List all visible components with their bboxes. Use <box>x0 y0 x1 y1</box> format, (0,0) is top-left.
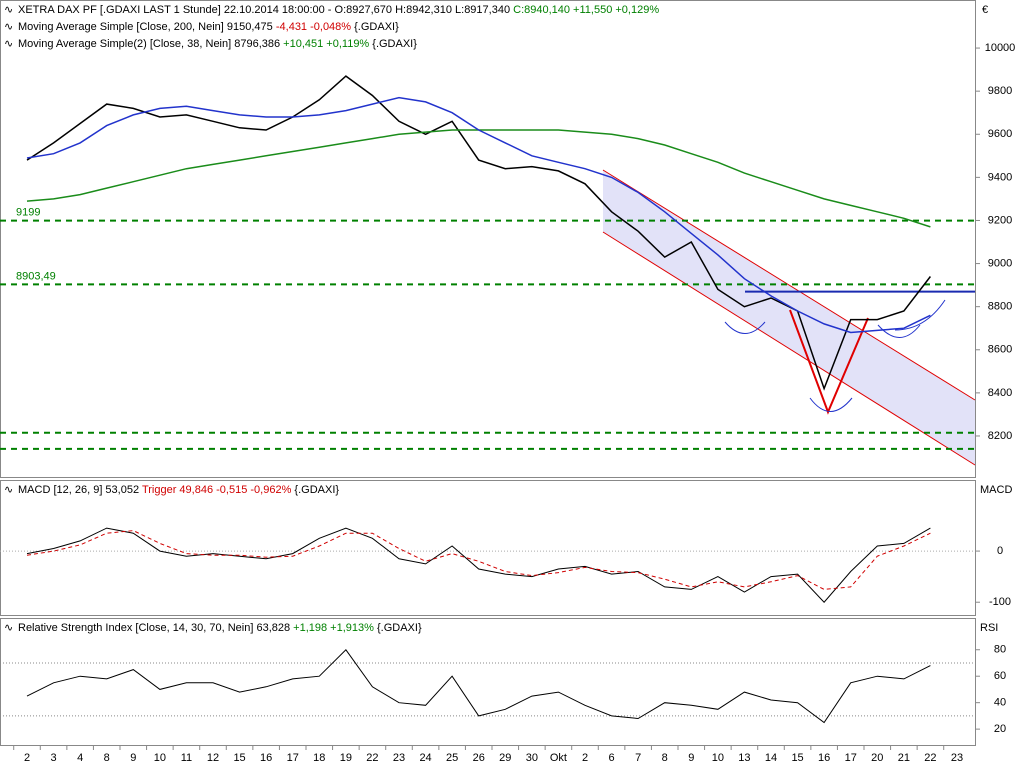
series-line <box>26 75 931 391</box>
y-tick-label: 9200 <box>988 214 1012 226</box>
x-tick-label: 24 <box>419 752 431 764</box>
indicator-icon: ∿ <box>4 38 13 50</box>
header-segment: {.GDAXI} <box>291 484 339 496</box>
y-tick-label: 80 <box>994 644 1006 656</box>
x-tick-label: 22 <box>366 752 378 764</box>
y-tick-label: 8800 <box>988 301 1012 313</box>
header-segment: {.GDAXI} <box>351 21 399 33</box>
header-segment: {.GDAXI} <box>369 38 417 50</box>
x-tick-label: 25 <box>446 752 458 764</box>
x-tick-label: 15 <box>791 752 803 764</box>
header-segment: -4,431 -0,048% <box>276 21 351 33</box>
x-tick-label: 16 <box>260 752 272 764</box>
x-tick-label: 26 <box>473 752 485 764</box>
x-tick-label: 2 <box>582 752 588 764</box>
header-line: XETRA DAX PF [.GDAXI LAST 1 Stunde] 22.1… <box>18 4 659 16</box>
x-tick-label: 10 <box>154 752 166 764</box>
x-tick-label: 23 <box>951 752 963 764</box>
header-segment: C:8940,140 +11,550 +0,129% <box>513 4 659 16</box>
panel-header: MACD [12, 26, 9] 53,052 Trigger 49,846 -… <box>18 484 339 496</box>
x-tick-label: 23 <box>393 752 405 764</box>
x-tick-label: 10 <box>712 752 724 764</box>
x-tick-label: 17 <box>287 752 299 764</box>
header-segment: MACD [12, 26, 9] 53,052 <box>18 484 142 496</box>
header-segment: Relative Strength Index [Close, 14, 30, … <box>18 622 293 634</box>
y-tick-label: 8600 <box>988 344 1012 356</box>
y-tick-label: 60 <box>994 670 1006 682</box>
y-tick-label: 0 <box>997 545 1003 557</box>
y-tick-label: 8200 <box>988 430 1012 442</box>
indicator-icon: ∿ <box>4 622 13 634</box>
pattern-lines <box>724 299 946 415</box>
header-segment: +10,451 +0,119% <box>283 38 369 50</box>
x-tick-label: 16 <box>818 752 830 764</box>
x-tick-label: 13 <box>738 752 750 764</box>
indicator-icon: ∿ <box>4 21 13 33</box>
x-tick-label: 9 <box>130 752 136 764</box>
channel <box>602 169 976 466</box>
header-segment: Moving Average Simple [Close, 200, Nein]… <box>18 21 276 33</box>
x-tick-label: 29 <box>499 752 511 764</box>
series-line <box>26 649 931 724</box>
header-line: Moving Average Simple [Close, 200, Nein]… <box>18 21 399 33</box>
frames <box>0 0 976 746</box>
y-tick-label: -100 <box>989 596 1011 608</box>
x-tick-label: 2 <box>24 752 30 764</box>
x-tick-label: 14 <box>765 752 777 764</box>
level-label: 9199 <box>16 207 40 219</box>
x-tick-label: 8 <box>104 752 110 764</box>
y-tick-label: 9800 <box>988 85 1012 97</box>
x-tick-label: 18 <box>313 752 325 764</box>
y-tick-label: 8400 <box>988 387 1012 399</box>
x-tick-label: 30 <box>526 752 538 764</box>
series-line <box>26 96 931 334</box>
x-tick-label: 9 <box>688 752 694 764</box>
header-segment: +1,198 +1,913% <box>293 622 374 634</box>
x-tick-label: 22 <box>924 752 936 764</box>
header-line: Moving Average Simple(2) [Close, 38, Nei… <box>18 38 417 50</box>
currency: € <box>982 4 988 16</box>
y-tick-label: 10000 <box>985 42 1016 54</box>
y-tick-label: 40 <box>994 697 1006 709</box>
x-tick-label: 17 <box>845 752 857 764</box>
x-tick-label: 15 <box>233 752 245 764</box>
x-tick-label: 20 <box>871 752 883 764</box>
level-label: 8903,49 <box>16 270 56 282</box>
y-tick-label: 9600 <box>988 128 1012 140</box>
x-tick-label: 21 <box>898 752 910 764</box>
y-tick-label: 20 <box>994 723 1006 735</box>
indicator-icon: ∿ <box>4 4 13 16</box>
x-tick-label: 4 <box>77 752 83 764</box>
rsi-axis-title: RSI <box>980 622 998 634</box>
indicator-icon: ∿ <box>4 484 13 496</box>
x-tick-label: 7 <box>635 752 641 764</box>
y-tick-label: 9400 <box>988 171 1012 183</box>
x-tick-label: 6 <box>609 752 615 764</box>
x-tick-label: 11 <box>181 752 192 764</box>
x-tick-label: Okt <box>550 752 567 764</box>
header-segment: {.GDAXI} <box>374 622 422 634</box>
header-segment: Trigger 49,846 -0,515 -0,962% <box>142 484 292 496</box>
x-tick-label: 3 <box>51 752 57 764</box>
header-segment: XETRA DAX PF [.GDAXI LAST 1 Stunde] 22.1… <box>18 4 513 16</box>
series-line <box>26 527 931 603</box>
header-segment: Moving Average Simple(2) [Close, 38, Nei… <box>18 38 283 50</box>
y-tick-label: 9000 <box>988 257 1012 269</box>
x-tick-label: 8 <box>662 752 668 764</box>
macd-axis-title: MACD <box>980 484 1012 496</box>
panel-header: Relative Strength Index [Close, 14, 30, … <box>18 622 422 634</box>
x-tick-label: 19 <box>340 752 352 764</box>
x-tick-label: 12 <box>207 752 219 764</box>
